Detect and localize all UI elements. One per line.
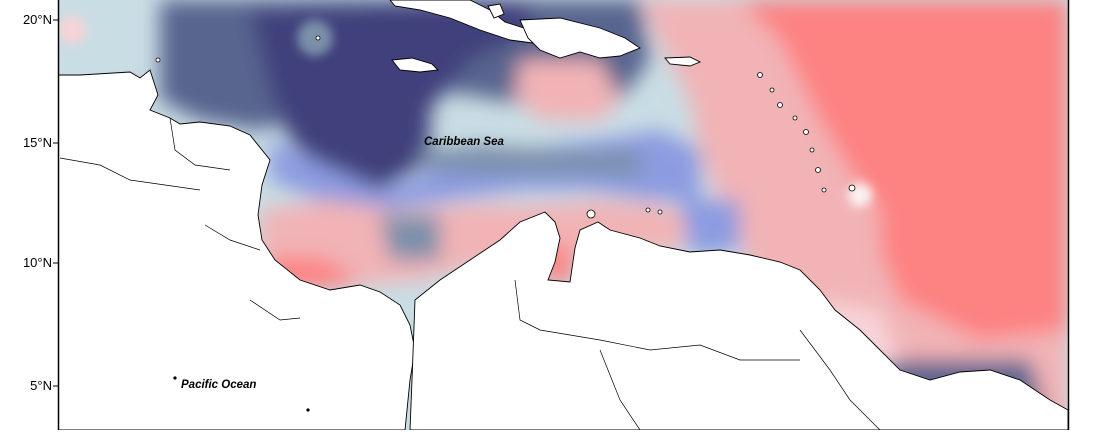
country-borders [59, 117, 881, 430]
lesser-antilles [155, 35, 856, 412]
y-tick-label-15n: 15°N [22, 135, 52, 150]
cool-region-central-mid [420, 145, 640, 175]
warm-band-south [260, 200, 690, 285]
cool-eddy-west [297, 20, 333, 56]
land-jamaica [391, 57, 439, 73]
cool-patch-east [680, 200, 740, 255]
pink-patch-central [515, 60, 620, 120]
y-tick-label-10n: 10°N [22, 255, 52, 270]
warm-region-east-core [740, 0, 1068, 340]
cool-patch-coastal [380, 215, 440, 260]
pacific-ocean-label: Pacific Ocean [181, 379, 257, 391]
land-central-america [58, 69, 416, 430]
land-hispaniola [519, 17, 641, 59]
y-tick-label-20n: 20°N [22, 12, 52, 27]
warm-spot-northwest [58, 16, 86, 44]
land-masses [58, 0, 1068, 430]
y-tick-marks [53, 19, 58, 387]
caribbean-sea-label: Caribbean Sea [424, 136, 504, 148]
land-south-america [409, 211, 1068, 430]
land-puerto-rico [664, 56, 702, 67]
y-tick-label-5n: 5°N [30, 378, 52, 393]
land-bahamas [487, 3, 505, 19]
